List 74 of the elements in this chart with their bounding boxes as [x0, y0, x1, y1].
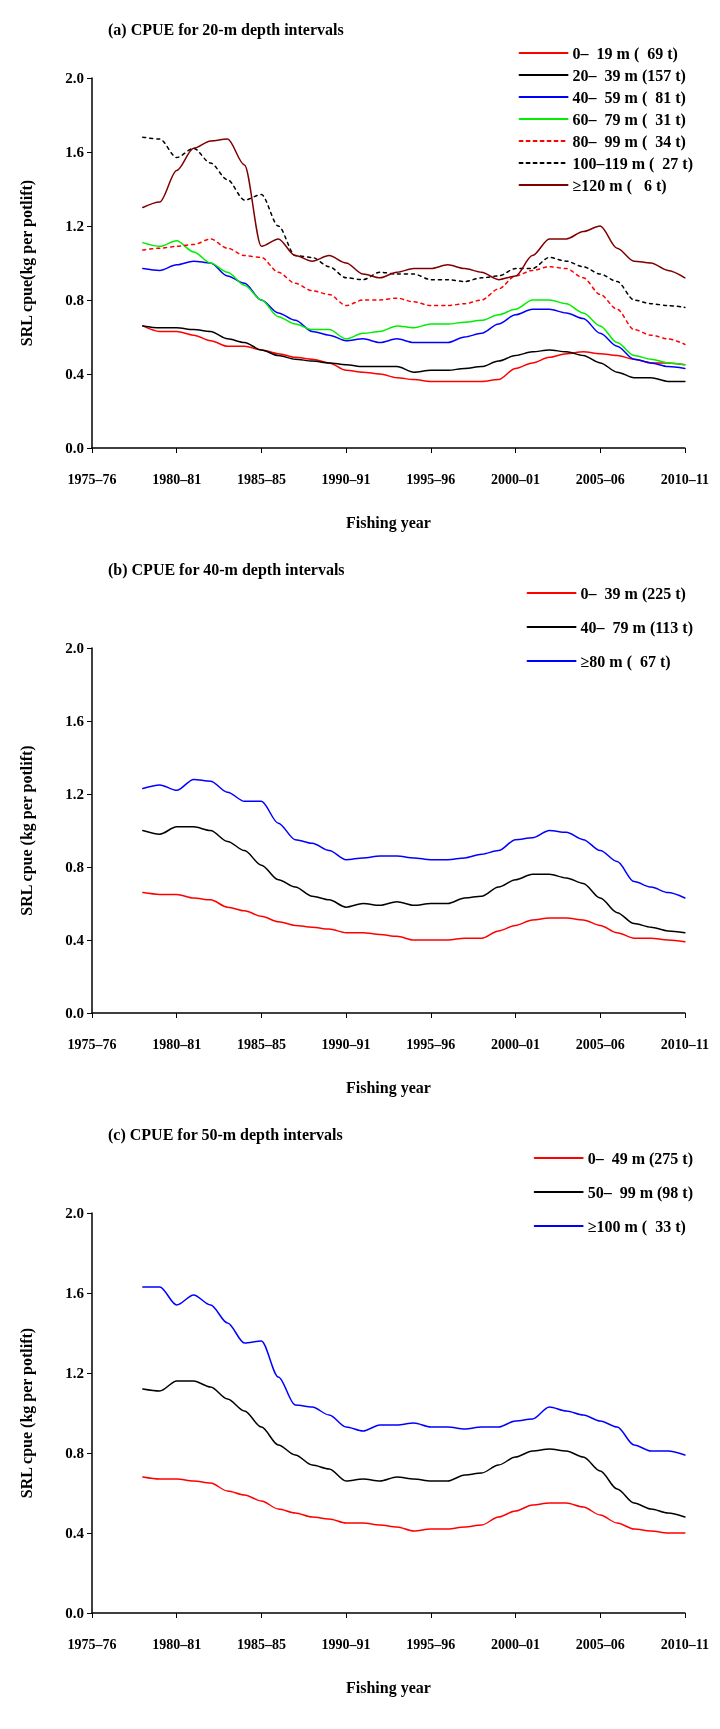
line-series [142, 891, 686, 943]
x-tick-label: 1975–76 [67, 1036, 117, 1052]
y-tick-label: 1.2 [65, 786, 84, 802]
x-tick-label: 1975–76 [67, 471, 117, 487]
line-series [142, 1286, 686, 1456]
line-series [142, 238, 686, 346]
y-tick-label: 0.8 [65, 859, 84, 875]
legend-label: 50– 99 m (98 t) [587, 1183, 693, 1202]
line-series [142, 826, 686, 934]
x-tick-label: 1990–91 [321, 1636, 371, 1652]
y-axis-title: SRL cpue (kg per potlift) [17, 745, 36, 916]
y-tick-label: 0.4 [65, 932, 85, 948]
y-tick-label: 1.2 [65, 218, 84, 234]
x-tick-label: 2005–06 [575, 1636, 625, 1652]
line-series [142, 778, 686, 899]
legend-label: 80– 99 m ( 34 t) [572, 132, 686, 151]
y-tick-label: 1.6 [65, 144, 85, 160]
x-tick-label: 1985–85 [236, 1036, 286, 1052]
line-series [142, 1476, 686, 1534]
x-tick-label: 1980–81 [152, 1636, 202, 1652]
line-series [142, 1380, 686, 1518]
line-series [142, 260, 686, 370]
x-tick-label: 1990–91 [321, 1036, 371, 1052]
x-tick-label: 2000–01 [490, 471, 540, 487]
legend-label: ≥120 m ( 6 t) [572, 176, 667, 195]
legend-label: 40– 79 m (113 t) [580, 618, 694, 637]
x-tick-label: 1985–85 [236, 471, 286, 487]
y-tick-label: 2.0 [65, 1205, 84, 1221]
legend-label: 0– 39 m (225 t) [580, 584, 686, 603]
y-tick-label: 2.0 [65, 640, 84, 656]
x-axis-title: Fishing year [346, 1678, 431, 1697]
y-tick-label: 0.0 [65, 440, 84, 456]
x-tick-label: 1980–81 [152, 471, 202, 487]
legend-label: 20– 39 m (157 t) [572, 66, 686, 85]
x-tick-label: 2000–01 [490, 1036, 540, 1052]
x-tick-label: 1995–96 [406, 1036, 456, 1052]
legend-label: 40– 59 m ( 81 t) [572, 88, 686, 107]
x-tick-label: 2010–11 [660, 1636, 709, 1652]
legend-label: 0– 19 m ( 69 t) [572, 44, 678, 63]
x-tick-label: 2005–06 [575, 1036, 625, 1052]
y-tick-label: 1.6 [65, 1285, 85, 1301]
x-tick-label: 1980–81 [152, 1036, 202, 1052]
chart-title: (a) CPUE for 20-m depth intervals [108, 20, 344, 39]
legend-label: ≥100 m ( 33 t) [587, 1217, 686, 1236]
x-tick-label: 1995–96 [406, 1636, 456, 1652]
x-tick-label: 1975–76 [67, 1636, 117, 1652]
y-axis-title: SRL cpue (kg per potlift) [17, 1327, 36, 1499]
x-tick-label: 1995–96 [406, 471, 456, 487]
x-tick-label: 2010–11 [660, 471, 709, 487]
x-tick-label: 2005–06 [575, 471, 625, 487]
x-axis-title: Fishing year [346, 1078, 431, 1097]
y-axis-title: SRL cpue(kg per potlift) [17, 179, 36, 347]
legend-label: ≥80 m ( 67 t) [580, 652, 671, 671]
x-tick-label: 1990–91 [321, 471, 371, 487]
legend-label: 0– 49 m (275 t) [587, 1149, 693, 1168]
y-tick-label: 0.8 [65, 292, 84, 308]
y-tick-label: 0.4 [65, 1525, 85, 1541]
x-tick-label: 1985–85 [236, 1636, 286, 1652]
y-tick-label: 0.0 [65, 1605, 84, 1621]
legend-label: 100–119 m ( 27 t) [572, 154, 694, 173]
y-tick-label: 2.0 [65, 70, 84, 86]
y-tick-label: 0.0 [65, 1005, 84, 1021]
y-tick-label: 0.4 [65, 366, 85, 382]
line-series [142, 325, 686, 383]
x-tick-label: 2000–01 [490, 1636, 540, 1652]
y-tick-label: 1.2 [65, 1365, 84, 1381]
chart-title: (b) CPUE for 40-m depth intervals [108, 560, 345, 579]
legend-label: 60– 79 m ( 31 t) [572, 110, 686, 129]
line-series [142, 240, 686, 366]
x-axis-title: Fishing year [346, 513, 431, 532]
x-tick-label: 2010–11 [660, 1036, 709, 1052]
y-tick-label: 0.8 [65, 1445, 84, 1461]
chart-title: (c) CPUE for 50-m depth intervals [108, 1125, 343, 1144]
y-tick-label: 1.6 [65, 713, 85, 729]
